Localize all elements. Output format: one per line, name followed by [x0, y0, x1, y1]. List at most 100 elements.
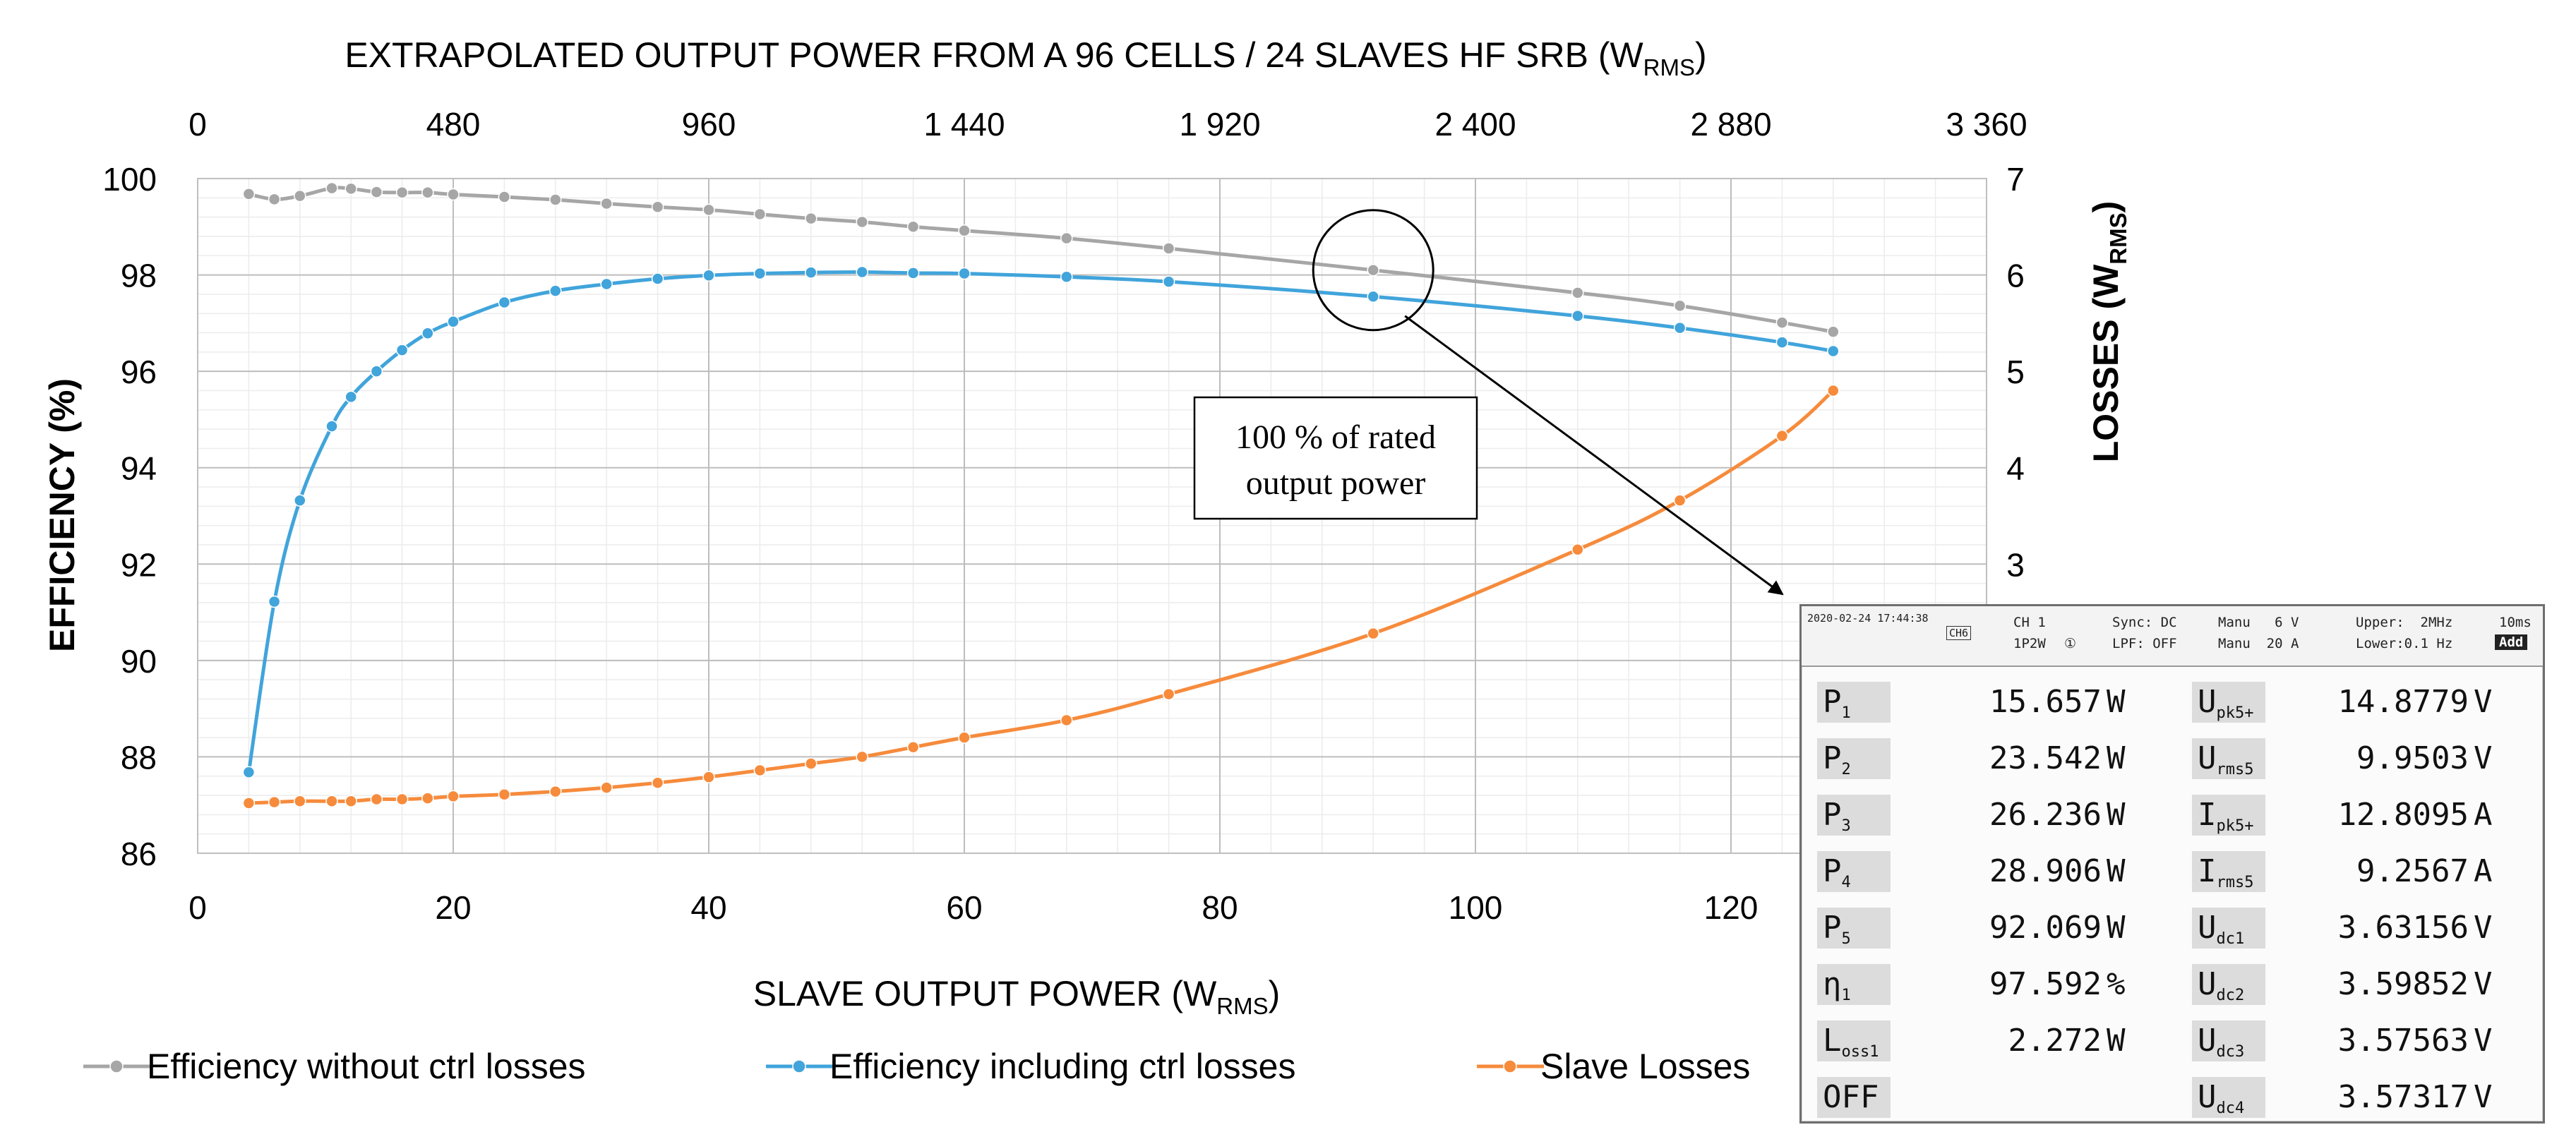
x-axis-label-sub: RMS — [1216, 993, 1268, 1019]
meter-label: OFF — [1817, 1077, 1891, 1118]
pointer-arrow — [1404, 315, 1784, 596]
y-tick-label: 98 — [121, 258, 157, 294]
data-point — [1367, 627, 1379, 640]
meter-lpf: LPF: OFF — [2112, 636, 2177, 651]
data-point — [370, 793, 383, 806]
data-point — [1162, 242, 1175, 255]
data-point — [447, 188, 460, 201]
meter-unit: A — [2474, 853, 2493, 889]
meter-value: 2.272 — [2008, 1023, 2102, 1059]
data-point — [345, 795, 357, 808]
meter-label-sub: rms5 — [2216, 874, 2254, 891]
data-point — [268, 595, 281, 608]
data-point — [1060, 270, 1073, 284]
data-point — [294, 189, 306, 203]
meter-label: P4 — [1817, 851, 1891, 892]
meter-value: 97.592 — [1989, 966, 2102, 1002]
y-tick-label: 100 — [102, 161, 157, 198]
meter-label-sub: rms5 — [2216, 761, 2254, 778]
data-point — [651, 776, 664, 790]
data-point — [753, 764, 767, 777]
series-slave-losses — [242, 384, 1840, 809]
y-tick-labels: 86 88 90 92 94 96 98 100 — [102, 161, 157, 872]
meter-label-sub: dc2 — [2216, 987, 2245, 1004]
data-point — [447, 315, 460, 328]
meter-row: P2 23.542 W Urms5 9.9503 V — [1802, 730, 2543, 788]
y2-axis-label-sub: RMS — [2105, 212, 2131, 264]
meter-row: P3 26.236 W Ipk5+ 12.8095 A — [1802, 786, 2543, 844]
series-line — [246, 270, 1834, 773]
meter-label: Udc3 — [2192, 1020, 2265, 1061]
major-grid — [197, 178, 1987, 854]
meter-value: 3.63156 — [2337, 910, 2469, 946]
chart-title-sub: RMS — [1643, 54, 1695, 80]
y2-tick-label: 3 — [2006, 546, 2025, 583]
meter-row: P5 92.069 W Udc1 3.63156 V — [1802, 899, 2543, 957]
meter-add-badge: Add — [2495, 634, 2528, 650]
top-x-tick-label: 2 400 — [1434, 106, 1516, 143]
data-point — [498, 296, 511, 309]
meter-label: P1 — [1817, 682, 1891, 723]
x-tick-label: 120 — [1704, 889, 1759, 926]
y-tick-label: 92 — [121, 546, 157, 583]
meter-unit: W — [2107, 684, 2126, 720]
meter-label: Irms5 — [2192, 851, 2265, 892]
data-point — [1060, 231, 1073, 245]
data-point — [856, 265, 868, 279]
meter-label-name: L — [1823, 1023, 1842, 1059]
meter-unit: V — [2474, 910, 2493, 946]
meter-label-sub: dc4 — [2216, 1100, 2245, 1117]
top-x-tick-labels: 0 480 960 1 440 1 920 2 400 2 880 3 360 — [188, 106, 2027, 143]
chart-title: EXTRAPOLATED OUTPUT POWER FROM A 96 CELL… — [345, 35, 1706, 80]
rated-power-annotation: 100 % of rated output power — [1193, 209, 1784, 596]
meter-label: Loss1 — [1817, 1020, 1891, 1061]
data-point — [651, 272, 664, 285]
meter-value: 9.9503 — [2356, 740, 2469, 776]
meter-label-name: P — [1823, 910, 1842, 946]
meter-label-sub: 1 — [1841, 704, 1851, 722]
data-point — [242, 797, 256, 809]
meter-label-name: U — [2198, 684, 2217, 720]
legend-item: Slave Losses — [1477, 1047, 1750, 1086]
top-x-tick-label: 960 — [682, 106, 736, 143]
meter-unit: V — [2474, 1023, 2493, 1059]
x-tick-label: 20 — [435, 889, 471, 926]
meter-label-sub: pk5+ — [2216, 704, 2254, 722]
meter-unit: V — [2474, 740, 2493, 776]
meter-label: Udc2 — [2192, 964, 2265, 1005]
x-tick-label: 0 — [188, 889, 207, 926]
data-point — [498, 788, 511, 801]
meter-sync: Sync: DC — [2112, 615, 2177, 630]
meter-value: 23.542 — [1989, 740, 2102, 776]
data-point — [958, 731, 971, 744]
meter-row: η1 97.592% Udc2 3.59852 V — [1802, 956, 2543, 1013]
meter-label-name: P — [1823, 853, 1842, 889]
legend: Efficiency without ctrl losses Efficiency… — [83, 1047, 1750, 1086]
plot-frame — [197, 178, 1987, 854]
meter-label-sub: 2 — [1841, 761, 1851, 778]
x-axis-label-main: SLAVE OUTPUT POWER (W — [753, 974, 1217, 1013]
power-meter-screenshot: 2020-02-24 17:44:38 CH6 CH 1 1P2W ① Sync… — [1799, 604, 2545, 1124]
legend-swatch-marker — [792, 1059, 806, 1073]
data-point — [805, 266, 817, 279]
meter-label-sub: dc1 — [2216, 930, 2245, 948]
y2-axis-label-main: LOSSES (W — [2086, 264, 2126, 462]
data-point — [805, 757, 817, 770]
data-point — [906, 267, 920, 279]
meter-unit: W — [2107, 910, 2126, 946]
meter-unit: W — [2107, 1023, 2126, 1059]
meter-label: Upk5+ — [2192, 682, 2265, 723]
y2-axis-label-end: ) — [2086, 201, 2126, 213]
data-point — [702, 771, 715, 783]
data-point — [345, 182, 357, 195]
meter-wiring-icon: ① — [2064, 636, 2077, 651]
data-point — [805, 212, 817, 225]
x-axis-label: SLAVE OUTPUT POWER (WRMS) — [753, 974, 1281, 1019]
x-tick-label: 100 — [1449, 889, 1503, 926]
meter-label-name: I — [2198, 797, 2217, 833]
meter-value: 9.2567 — [2356, 853, 2469, 889]
data-point — [447, 790, 460, 803]
data-point — [549, 785, 562, 798]
data-point — [268, 193, 281, 206]
